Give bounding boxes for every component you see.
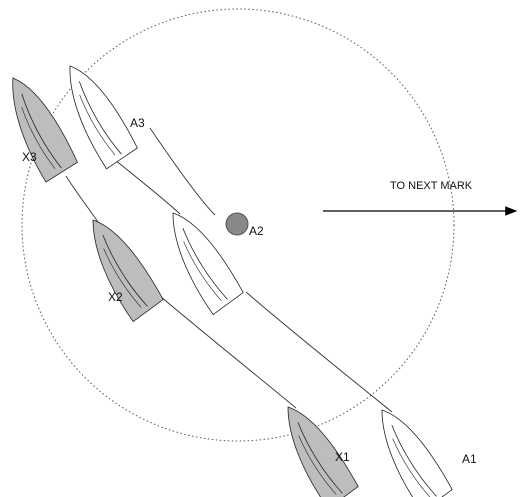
boat-label: A3 bbox=[130, 116, 145, 130]
boat-label: X3 bbox=[22, 150, 37, 164]
boat-label: A2 bbox=[249, 224, 264, 238]
boat-label: X2 bbox=[108, 290, 123, 304]
arrow-label: TO NEXT MARK bbox=[390, 180, 473, 192]
boat-a1 bbox=[366, 399, 455, 497]
tracks bbox=[65, 127, 393, 413]
mark bbox=[225, 212, 249, 236]
boat-label: X1 bbox=[335, 450, 350, 464]
zone-circle bbox=[21, 8, 455, 442]
boat-x3 bbox=[0, 68, 80, 184]
boat-x2 bbox=[77, 209, 166, 323]
boat-label: A1 bbox=[462, 452, 477, 466]
